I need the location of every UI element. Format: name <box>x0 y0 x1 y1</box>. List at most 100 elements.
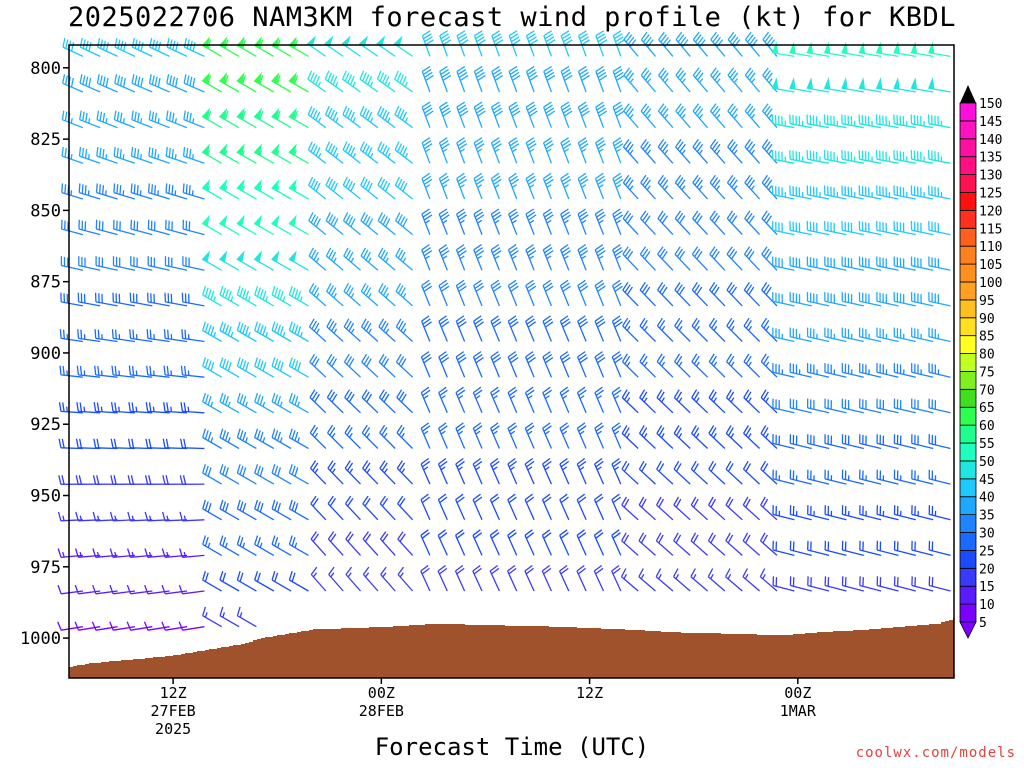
barb-full <box>307 70 313 80</box>
barb-full <box>456 532 465 539</box>
barb-full <box>64 184 67 194</box>
barb-full <box>474 282 483 290</box>
barb-half <box>387 152 391 158</box>
barb-pennant <box>218 179 228 192</box>
wind-barb <box>379 460 396 485</box>
barb-full <box>127 475 131 485</box>
barb-full <box>510 356 519 364</box>
wind-barb <box>254 285 275 307</box>
barb-pennant <box>218 143 228 156</box>
barb-full <box>311 427 319 436</box>
barb-pennant <box>271 214 280 228</box>
barb-full <box>70 42 75 52</box>
wind-barb <box>288 285 309 307</box>
barb-full <box>508 101 518 108</box>
barb-full <box>477 74 486 81</box>
barb-staff <box>166 82 188 93</box>
barb-pennant <box>288 72 297 85</box>
barb-staff <box>202 436 223 450</box>
barb-full <box>345 214 351 223</box>
barb-full <box>227 362 232 372</box>
barb-staff <box>202 329 223 343</box>
barb-full <box>378 353 385 363</box>
wind-barb <box>288 72 309 93</box>
barb-full <box>350 182 356 192</box>
barb-staff <box>325 184 344 200</box>
barb-half <box>477 148 483 153</box>
wind-barb <box>161 621 188 631</box>
barb-full <box>364 498 371 507</box>
barb-full <box>172 76 176 86</box>
wind-barb <box>60 292 84 307</box>
barb-half <box>105 118 108 124</box>
wind-barb <box>345 566 361 592</box>
wind-barb <box>161 548 188 558</box>
wind-barb <box>113 183 136 200</box>
barb-full <box>475 250 485 257</box>
wind-barb <box>218 250 240 271</box>
barb-staff <box>114 119 136 129</box>
barb-full <box>204 537 209 547</box>
barb-half <box>191 190 194 196</box>
barb-staff <box>96 155 118 164</box>
barb-full <box>398 427 405 436</box>
barb-full <box>202 357 207 367</box>
barb-full <box>332 111 338 121</box>
barb-staff <box>78 626 101 631</box>
barb-pennant <box>218 250 228 263</box>
barb-full <box>348 322 355 332</box>
barb-staff <box>490 106 501 128</box>
barb-full <box>344 389 351 398</box>
wind-barb <box>326 389 344 414</box>
barb-staff <box>78 301 101 307</box>
barb-staff <box>202 615 223 628</box>
wind-barb <box>455 208 467 235</box>
barb-half <box>350 257 355 263</box>
barb-staff <box>271 579 292 592</box>
barb-half <box>440 395 446 400</box>
barb-half <box>265 296 269 302</box>
barb-full <box>457 140 467 147</box>
barb-full <box>76 365 80 375</box>
barb-full <box>359 141 365 151</box>
wind-barb <box>438 172 450 200</box>
barb-full <box>137 76 141 86</box>
barb-full <box>310 495 317 505</box>
barb-full <box>455 422 464 429</box>
wind-barb <box>455 315 467 342</box>
wind-barb <box>309 389 327 414</box>
barb-staff <box>114 46 136 57</box>
barb-staff <box>96 191 118 200</box>
wind-barb <box>396 424 414 449</box>
barb-full <box>420 386 430 394</box>
barb-full <box>327 495 334 505</box>
barb-staff <box>344 361 361 378</box>
barb-full <box>239 394 244 404</box>
wind-barb <box>128 365 153 378</box>
wind-barb <box>288 357 309 378</box>
barb-half <box>170 406 173 412</box>
barb-staff <box>60 374 83 378</box>
barb-staff <box>456 142 466 164</box>
barb-staff <box>78 337 101 343</box>
barb-full <box>385 218 391 227</box>
wind-barb <box>201 107 223 129</box>
barb-full <box>491 282 501 290</box>
wind-barb <box>253 72 275 93</box>
barb-staff <box>166 119 188 129</box>
barb-staff <box>439 71 448 93</box>
barb-staff <box>327 538 344 556</box>
barb-full <box>474 353 483 361</box>
barb-full <box>242 467 247 477</box>
wind-barb <box>129 329 153 343</box>
barb-half <box>118 406 121 412</box>
barb-full <box>315 218 321 227</box>
barb-staff <box>130 337 153 343</box>
barb-full <box>474 247 483 254</box>
color-bar-legend: 5101520253035404550556065707580859095100… <box>959 85 1002 639</box>
barb-full <box>58 475 62 485</box>
credit-text[interactable]: coolwx.com/models <box>855 745 1016 761</box>
barb-full <box>494 74 504 81</box>
barb-staff <box>271 472 292 485</box>
wind-barb <box>130 183 153 200</box>
